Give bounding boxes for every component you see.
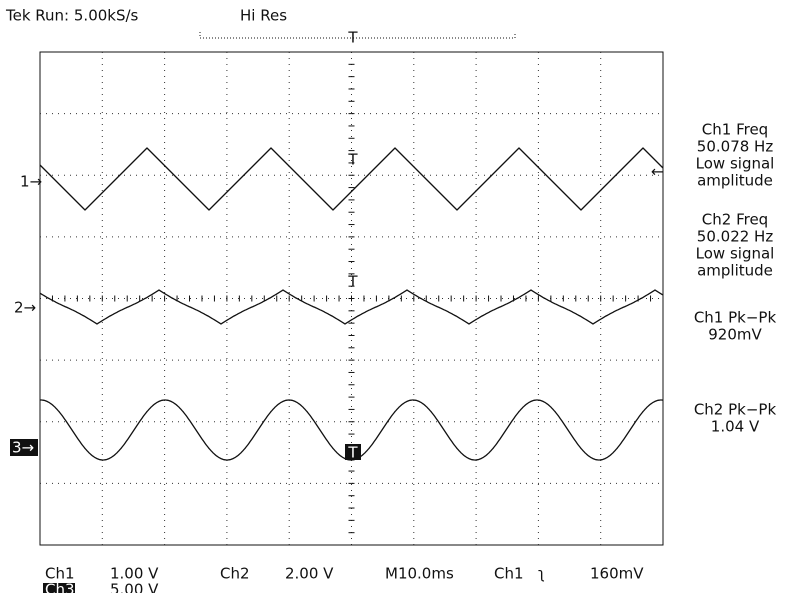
footer-ch1: Ch1 [45,565,75,583]
measurement-line: 50.078 Hz [697,138,774,156]
measurement-line: amplitude [697,172,773,190]
footer-trig-source: Ch1 [494,565,524,583]
footer-ch3-bg [43,583,75,593]
measurement-line: 920mV [708,326,762,344]
trace-trigger: T [347,151,358,169]
footer-ch3: Ch3 [45,581,75,593]
measurement-line: amplitude [697,262,773,280]
acq-mode: Hi Res [240,7,287,25]
ch2-marker: 2→ [14,299,36,317]
ch3-marker-bg [10,439,38,456]
ch3-marker: 3→ [12,439,34,457]
measurement-line: Ch1 Pk−Pk [694,309,777,327]
trace-trigger: T [347,444,358,462]
trace-trigger-bg [345,444,361,460]
footer-ch2-scale: 2.00 V [285,565,334,583]
footer-ch3-scale: 5.00 V [110,581,159,593]
measurement-line: Ch2 Pk−Pk [694,401,777,419]
footer-trig-level: 160mV [590,565,644,583]
trace-trigger: T [347,273,358,291]
trigger-position: T [347,29,358,47]
status: Tek Run: 5.00kS/s [5,7,139,25]
measurement-line: Ch2 Freq [702,211,768,229]
measurement-line: Ch1 Freq [702,121,768,139]
ch1-trace [39,147,664,211]
record-bracket [199,32,516,39]
footer-timebase: M10.0ms [385,565,454,583]
footer-trig-slope: ʅ [538,565,545,583]
footer-ch1-scale: 1.00 V [110,565,159,583]
trigger-level-marker: ← [651,163,664,181]
measurement-line: Low signal [696,245,775,263]
grid [39,51,663,546]
measurement-line: Low signal [696,155,775,173]
ch1-marker: 1→ [20,173,42,191]
footer-ch2: Ch2 [220,565,250,583]
measurement-line: 50.022 Hz [697,228,774,246]
measurement-line: 1.04 V [711,418,760,436]
ch2-trace [39,289,664,325]
